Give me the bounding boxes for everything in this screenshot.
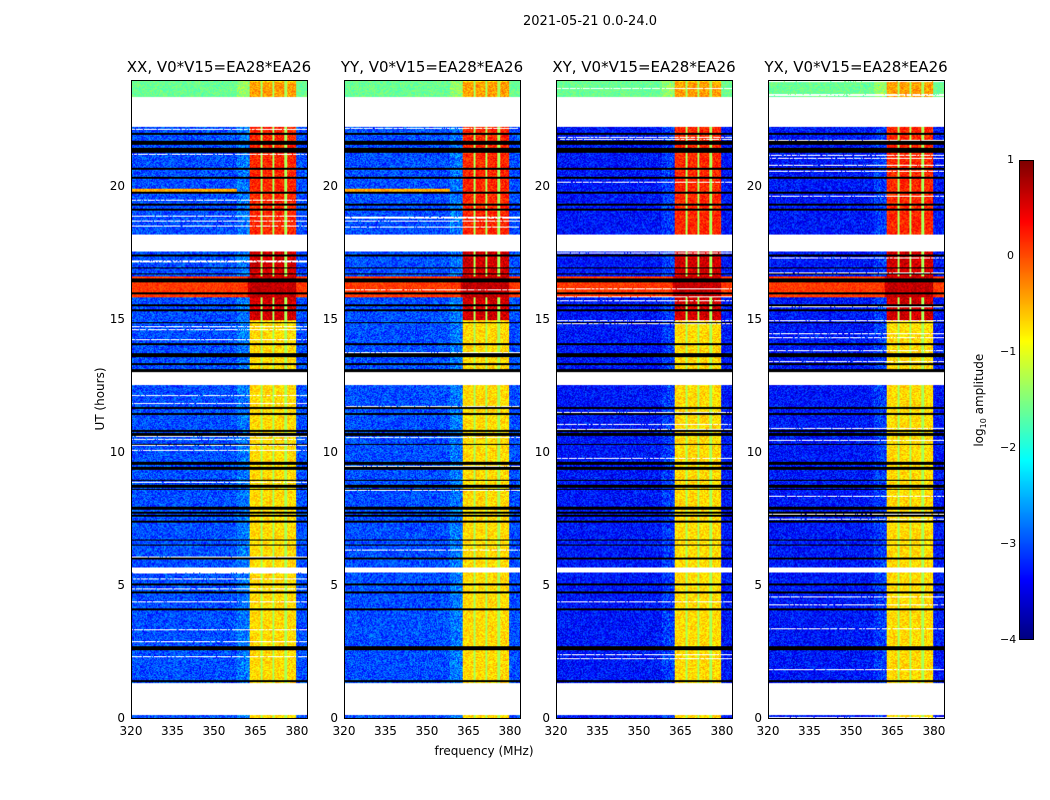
y-tick-label: 5	[754, 577, 762, 592]
y-axis-label: UT (hours)	[93, 367, 107, 431]
panel-title: YX, V0*V15=EA28*EA26	[764, 58, 948, 76]
y-tick-label: 20	[534, 178, 550, 193]
heatmap-cells	[132, 81, 307, 718]
x-tick-label: 335	[374, 724, 397, 738]
x-tick-label: 320	[544, 724, 568, 738]
x-tick-label: 350	[202, 724, 226, 738]
waterfall-panel-3	[768, 80, 945, 719]
waterfall-panel-1	[344, 80, 521, 719]
y-tick-label: 20	[746, 178, 762, 193]
x-tick-label: 320	[756, 724, 780, 738]
x-tick-label: 350	[415, 724, 439, 738]
x-tick-label: 320	[119, 724, 143, 738]
y-tick-label: 5	[117, 577, 125, 592]
y-tick-label: 20	[109, 178, 125, 193]
x-tick-label: 365	[881, 724, 904, 738]
x-tick-label: 335	[586, 724, 609, 738]
x-tick-label: 380	[710, 724, 734, 738]
colorbar-tick-label: −3	[1000, 537, 1017, 550]
x-tick-label: 320	[332, 724, 356, 738]
x-tick-label: 365	[244, 724, 267, 738]
x-tick-label: 380	[498, 724, 522, 738]
colorbar-tick-label: −1	[1000, 345, 1017, 358]
panel-title: XY, V0*V15=EA28*EA26	[552, 58, 736, 76]
x-axis-label: frequency (MHz)	[434, 744, 534, 758]
y-tick-label: 20	[322, 178, 338, 193]
y-tick-label: 0	[330, 711, 338, 725]
colorbar	[1019, 160, 1034, 640]
x-tick-label: 365	[669, 724, 692, 738]
x-tick-label: 350	[627, 724, 651, 738]
y-tick-label: 10	[746, 444, 762, 459]
colorbar-label: log10 amplitude	[971, 353, 989, 447]
x-tick-label: 335	[798, 724, 821, 738]
y-tick-label: 5	[542, 577, 550, 592]
y-tick-label: 0	[542, 711, 550, 725]
x-tick-label: 335	[161, 724, 184, 738]
heatmap-cells	[769, 81, 944, 718]
heatmap-cells	[345, 81, 520, 718]
x-tick-label: 380	[922, 724, 946, 738]
y-tick-label: 0	[754, 711, 762, 725]
y-tick-label: 15	[746, 311, 762, 326]
heatmap-cells	[557, 81, 732, 718]
y-tick-label: 15	[534, 311, 550, 326]
x-tick-label: 350	[839, 724, 863, 738]
colorbar-tick-label: −4	[1000, 633, 1017, 646]
y-tick-label: 10	[109, 444, 125, 459]
x-tick-label: 365	[457, 724, 480, 738]
y-tick-label: 0	[117, 711, 125, 725]
colorbar-tick-label: 1	[1007, 153, 1014, 166]
panel-title: YY, V0*V15=EA28*EA26	[340, 58, 524, 76]
y-tick-label: 10	[534, 444, 550, 459]
x-tick-label: 380	[285, 724, 309, 738]
colorbar-tick-label: 0	[1007, 249, 1014, 262]
waterfall-panel-0	[131, 80, 308, 719]
panel-title: XX, V0*V15=EA28*EA26	[126, 58, 312, 76]
y-tick-label: 10	[322, 444, 338, 459]
y-tick-label: 5	[330, 577, 338, 592]
y-tick-label: 15	[322, 311, 338, 326]
y-tick-label: 15	[109, 311, 125, 326]
colorbar-tick-label: −2	[1000, 441, 1017, 454]
figure-title: 2021-05-21 0.0-24.0	[523, 14, 657, 29]
waterfall-panel-2	[556, 80, 733, 719]
